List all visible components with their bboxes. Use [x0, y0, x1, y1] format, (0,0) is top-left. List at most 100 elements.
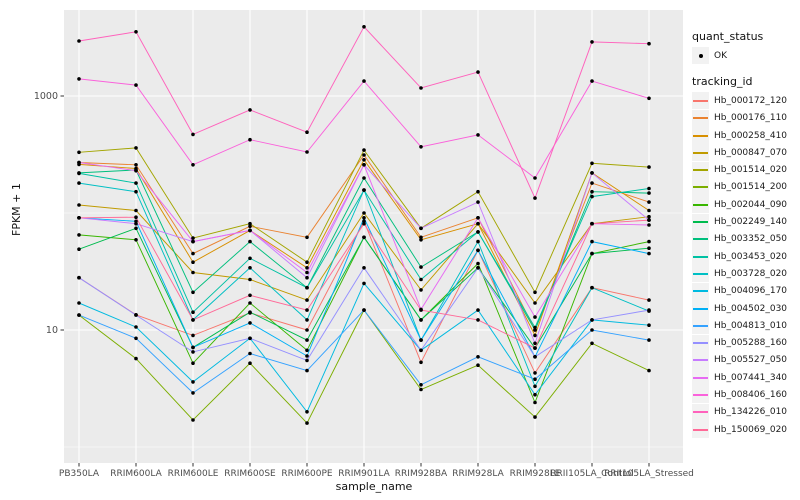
legend-label: Hb_002044_090 — [714, 199, 788, 210]
data-point — [533, 400, 537, 405]
legend-key-line — [693, 411, 708, 414]
legend-label: Hb_000176_110 — [714, 113, 788, 124]
data-point — [305, 328, 309, 332]
data-point — [134, 30, 138, 34]
data-point — [362, 79, 366, 83]
data-point — [191, 260, 195, 265]
legend-key-box — [692, 300, 709, 317]
data-point — [476, 221, 480, 226]
data-point — [419, 238, 423, 242]
data-point — [248, 256, 252, 261]
data-point — [362, 148, 366, 152]
data-point — [77, 203, 81, 207]
legend-label: Hb_001514_200 — [714, 182, 788, 193]
data-point — [362, 176, 366, 180]
legend-label: Hb_003728_020 — [714, 268, 788, 279]
data-point — [191, 163, 195, 167]
legend-item: Hb_003728_020 — [692, 265, 798, 283]
data-point — [476, 266, 480, 270]
data-point — [362, 235, 366, 240]
data-point — [647, 308, 651, 312]
legend-key-line — [693, 428, 708, 431]
data-point — [476, 200, 480, 204]
legend-label: Hb_000258_410 — [714, 130, 788, 141]
x-tick-label: RRIM928LE — [510, 469, 561, 479]
legend-key-line — [693, 134, 708, 137]
data-point — [533, 301, 537, 305]
legend-label: Hb_000847_070 — [714, 147, 788, 158]
legend-key-box — [692, 351, 709, 369]
data-point — [647, 96, 651, 101]
data-point — [248, 108, 252, 112]
legend-item: Hb_134226_010 — [692, 403, 798, 421]
data-point — [476, 133, 480, 137]
x-tick-label: PB350LA — [59, 469, 100, 479]
data-point — [248, 228, 252, 233]
x-tick-label: RRIM600LA — [110, 469, 162, 479]
legend-key-line — [693, 342, 708, 345]
data-point — [191, 251, 195, 256]
data-point — [647, 251, 651, 256]
data-point — [248, 361, 252, 366]
data-point — [590, 79, 594, 83]
legend-title-quant-status: quant_status — [692, 30, 764, 43]
legend-label: Hb_002249_140 — [714, 217, 788, 228]
data-point — [419, 145, 423, 149]
data-point — [305, 358, 309, 363]
data-point — [362, 308, 366, 312]
legend-key-line — [693, 376, 708, 379]
legend-key-box — [692, 386, 709, 404]
x-tick-label: RRIM600SE — [224, 469, 276, 479]
legend-key-line — [693, 255, 708, 258]
data-point — [248, 321, 252, 325]
legend-key-line — [693, 393, 708, 396]
data-point — [647, 338, 651, 342]
data-point — [419, 226, 423, 231]
data-point — [419, 348, 423, 353]
data-point — [647, 218, 651, 222]
data-point — [77, 171, 81, 176]
data-point — [77, 247, 81, 251]
data-point — [362, 25, 366, 29]
data-point — [647, 223, 651, 227]
data-point — [476, 363, 480, 368]
data-point — [419, 86, 423, 90]
legend-label: Hb_004813_010 — [714, 320, 788, 331]
data-point — [77, 181, 81, 185]
data-point — [362, 216, 366, 220]
legend-label: Hb_004096_170 — [714, 286, 788, 297]
legend-key-line — [693, 99, 708, 102]
legend-key-box — [692, 403, 709, 421]
legend-item: Hb_004502_030 — [692, 300, 798, 317]
legend-item: Hb_004813_010 — [692, 317, 798, 335]
data-point — [647, 239, 651, 244]
data-point — [647, 214, 651, 219]
legend-key-line — [693, 151, 708, 154]
legend-entries: Hb_000172_120 Hb_000176_110 Hb_000258_410 H… — [692, 92, 798, 439]
legend-key-box — [692, 317, 709, 335]
data-point — [419, 338, 423, 342]
data-point — [647, 186, 651, 191]
y-axis-title: FPKM + 1 — [10, 183, 23, 236]
data-point — [77, 39, 81, 43]
data-point — [191, 132, 195, 137]
data-point — [305, 421, 309, 425]
data-point — [476, 70, 480, 74]
data-point — [647, 208, 651, 213]
data-point — [248, 351, 252, 356]
data-point — [419, 360, 423, 365]
data-point — [191, 236, 195, 240]
legend-label: Hb_004502_030 — [714, 303, 788, 314]
data-point — [362, 221, 366, 226]
data-point — [305, 368, 309, 373]
legend-key-line — [693, 272, 708, 275]
legend-item: Hb_007441_340 — [692, 369, 798, 387]
data-point — [590, 40, 594, 44]
data-point — [476, 216, 480, 220]
data-point — [77, 150, 81, 155]
x-tick-label: RRIM600PE — [281, 469, 333, 479]
data-point — [248, 301, 252, 305]
legend-key-box — [692, 47, 709, 65]
data-point — [248, 293, 252, 298]
